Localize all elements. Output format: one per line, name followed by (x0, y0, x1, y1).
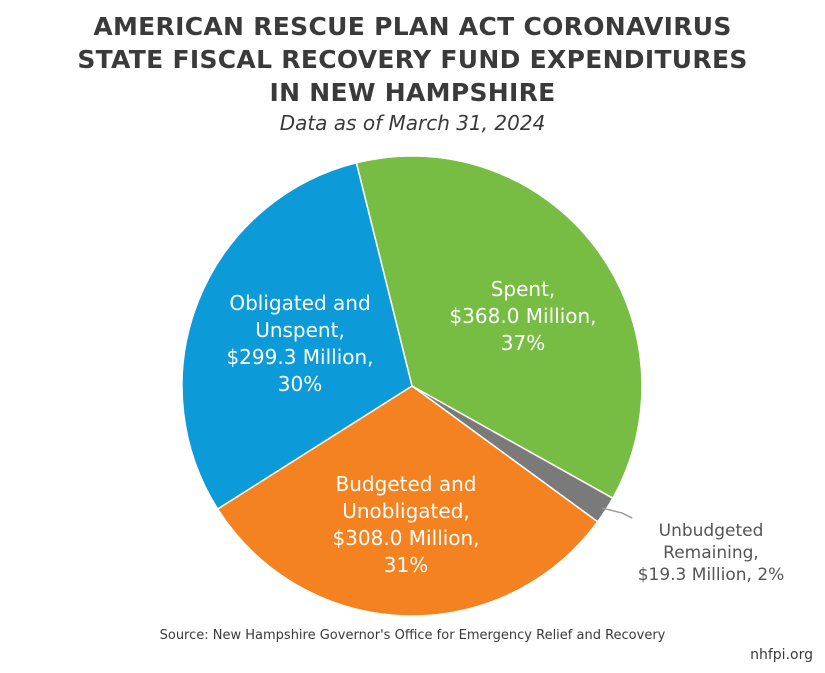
slice-label-line: Unobligated, (342, 499, 470, 523)
site-url: nhfpi.org (750, 647, 813, 663)
slice-label-line: Unspent, (255, 318, 345, 342)
slice-label-line: Remaining, (663, 543, 759, 563)
source-note: Source: New Hampshire Governor's Office … (159, 628, 666, 643)
pie-slice-obligated-and-unspent (181, 161, 413, 511)
chart-title-line-2: STATE FISCAL RECOVERY FUND EXPENDITURES (77, 45, 748, 74)
chart-title-line-3: IN NEW HAMPSHIRE (269, 78, 556, 107)
slice-label-line: Budgeted and (336, 472, 477, 496)
slice-label-line: $299.3 Million, (226, 345, 373, 369)
slice-label-spent: Spent, $368.0 Million, 37% (449, 277, 596, 355)
slice-label-budgeted-and-unobligated: Budgeted and Unobligated, $308.0 Million, 3… (332, 472, 479, 577)
slice-label-obligated-and-unspent: Obligated and Unspent, $299.3 Million, 30% (226, 291, 373, 396)
slice-label-line: $368.0 Million, (449, 304, 596, 328)
leader-line-unbudgeted-remaining (602, 507, 633, 519)
chart-title-line-1: AMERICAN RESCUE PLAN ACT CORONAVIRUS (93, 12, 732, 41)
slice-label-line: Unbudgeted (659, 521, 764, 541)
slice-label-line: $19.3 Million, 2% (638, 565, 785, 585)
slice-label-line: 30% (278, 372, 322, 396)
slice-label-line: 31% (384, 553, 428, 577)
slice-label-line: Spent, (491, 277, 556, 301)
chart-title: AMERICAN RESCUE PLAN ACT CORONAVIRUS STA… (0, 10, 825, 109)
pie-slice-spent (355, 155, 643, 500)
slice-label-line: $308.0 Million, (332, 526, 479, 550)
slice-label-line: 37% (501, 331, 545, 355)
pie-slice-budgeted-and-unobligated (216, 385, 599, 617)
slice-label-line: Obligated and (229, 291, 370, 315)
chart-subtitle: Data as of March 31, 2024 (279, 111, 546, 135)
